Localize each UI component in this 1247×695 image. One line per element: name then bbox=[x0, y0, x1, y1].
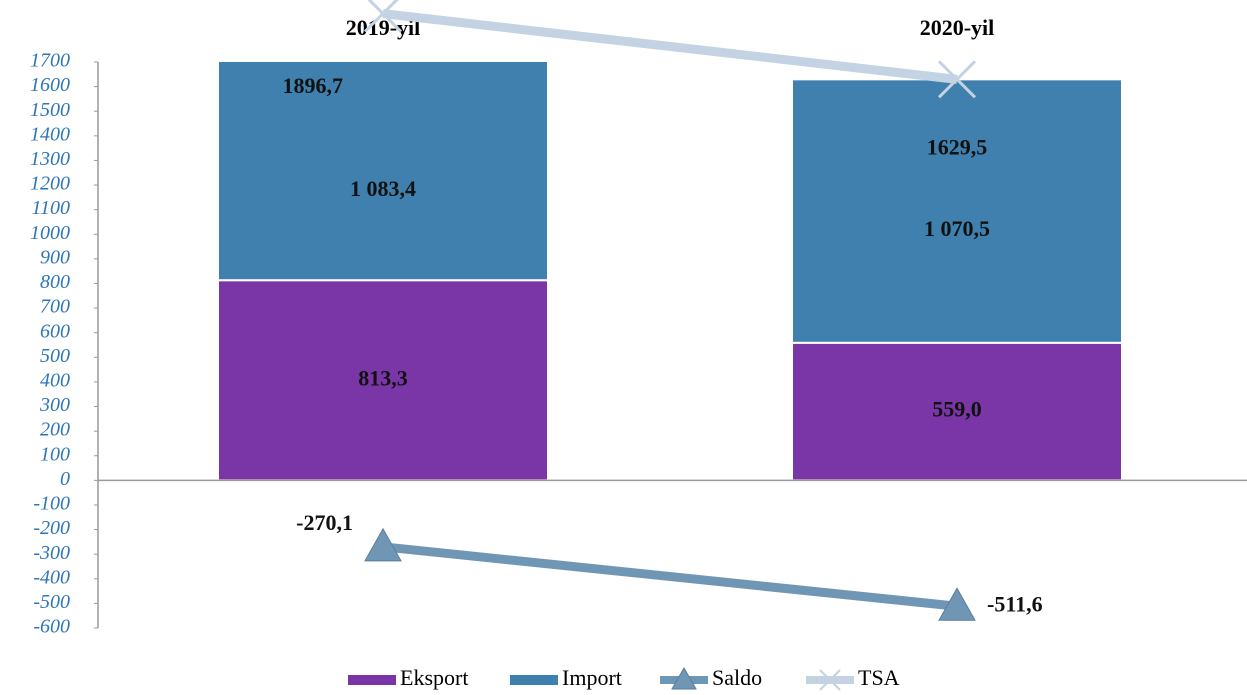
line bbox=[382, 542, 958, 611]
legend-swatch bbox=[348, 675, 396, 685]
data-label: 559,0 bbox=[932, 397, 982, 422]
y-tick-label: 500 bbox=[40, 345, 70, 367]
data-label: 1896,7 bbox=[283, 73, 344, 98]
y-tick-label: 1200 bbox=[30, 173, 70, 195]
legend-label: Saldo bbox=[712, 665, 762, 690]
y-tick-label: 900 bbox=[40, 246, 70, 268]
y-tick-label: -200 bbox=[33, 517, 70, 539]
y-tick-label: 300 bbox=[39, 394, 70, 416]
y-tick-label: 1500 bbox=[30, 99, 70, 121]
bar-series bbox=[217, 279, 1123, 482]
legend-label: Eksport bbox=[400, 665, 468, 690]
legend-marker bbox=[819, 669, 841, 691]
y-tick-label: -100 bbox=[33, 493, 70, 515]
data-label: -511,6 bbox=[987, 591, 1043, 616]
data-label: 1 070,5 bbox=[924, 216, 990, 241]
y-tick-label: -500 bbox=[33, 591, 70, 613]
legend-swatch bbox=[510, 675, 558, 685]
legend-label: Import bbox=[562, 665, 622, 690]
y-tick-label: 800 bbox=[40, 271, 70, 293]
y-tick-label: 100 bbox=[40, 443, 70, 465]
marker bbox=[364, 527, 402, 562]
data-label: 1629,5 bbox=[927, 134, 988, 159]
category-label: 2020-yil bbox=[920, 15, 995, 40]
data-label: -270,1 bbox=[296, 510, 353, 535]
y-tick-label: -600 bbox=[33, 616, 70, 638]
y-tick-label: 200 bbox=[40, 419, 70, 441]
bar-series bbox=[217, 62, 1123, 344]
bar bbox=[217, 279, 549, 482]
line bbox=[382, 9, 958, 84]
y-tick-label: 1700 bbox=[30, 50, 70, 72]
marker bbox=[938, 587, 976, 621]
y-tick-label: 0 bbox=[60, 468, 70, 490]
y-tick-label: 1400 bbox=[30, 123, 70, 145]
y-tick-label: 1000 bbox=[30, 222, 70, 244]
marker bbox=[363, 0, 403, 33]
marker bbox=[937, 60, 977, 99]
y-tick-label: 600 bbox=[40, 320, 70, 342]
y-tick-label: -300 bbox=[33, 542, 70, 564]
legend-marker bbox=[671, 666, 697, 690]
y-tick-label: 1600 bbox=[30, 74, 70, 96]
y-tick-label: 700 bbox=[40, 296, 70, 318]
y-tick-label: 400 bbox=[40, 370, 70, 392]
y-tick-label: 1300 bbox=[30, 148, 70, 170]
bar bbox=[791, 78, 1123, 344]
y-tick-label: 1100 bbox=[31, 197, 70, 219]
data-label: 1 083,4 bbox=[350, 176, 416, 201]
y-tick-label: -400 bbox=[33, 566, 70, 588]
data-label: 813,3 bbox=[358, 365, 408, 390]
bar bbox=[217, 62, 549, 282]
legend-label: TSA bbox=[858, 665, 900, 690]
